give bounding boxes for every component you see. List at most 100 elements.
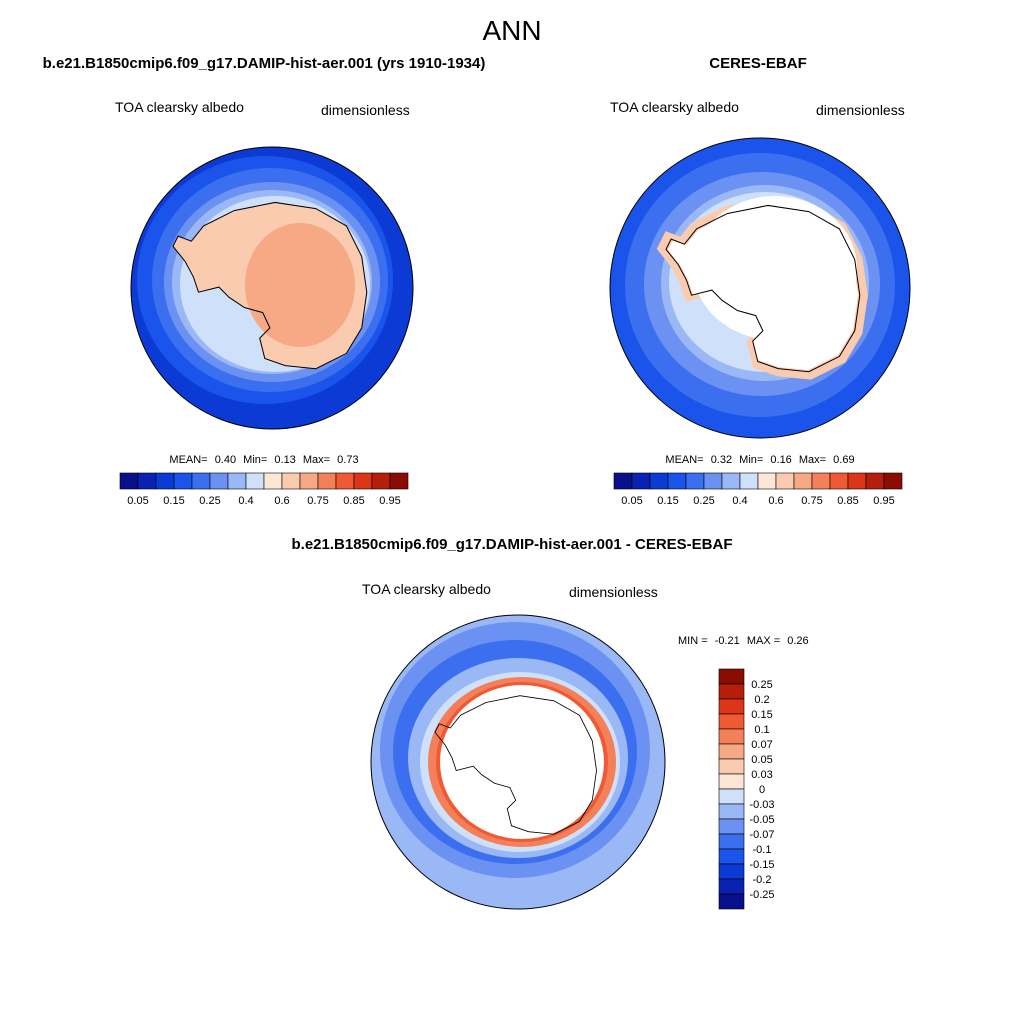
map-border <box>609 137 911 439</box>
stat-label: MEAN= <box>665 454 703 466</box>
units-label: dimensionless <box>816 102 905 118</box>
colorbar-box <box>718 743 745 760</box>
colorbar-box <box>335 472 355 490</box>
colorbar-label: 0.75 <box>801 495 822 507</box>
colorbar-box <box>155 472 175 490</box>
stat-label: Max= <box>303 454 330 466</box>
colorbar-label: 0.75 <box>307 495 328 507</box>
colorbars: 0.05 0.15 0.25 0.4 0.6 0.75 0.85 0.95 0.05 0.15 0.… <box>119 472 903 910</box>
colorbar-box <box>119 472 139 490</box>
colorbar-box <box>847 472 867 490</box>
colorbar-box <box>718 728 745 745</box>
map <box>610 138 910 438</box>
stat-value: 0.16 <box>770 454 791 466</box>
colorbar-box <box>613 472 633 490</box>
map-stats: MEAN= 0.32 Min= 0.16 Max= 0.69 <box>665 454 854 466</box>
colorbar-box <box>299 472 319 490</box>
colorbar-box <box>757 472 777 490</box>
panel-title: CERES-EBAF <box>709 55 807 72</box>
colorbar-box <box>718 698 745 715</box>
colorbar-box <box>649 472 669 490</box>
map <box>131 147 413 429</box>
colorbar-label: 0.85 <box>837 495 858 507</box>
colorbar-box <box>775 472 795 490</box>
stat-label: Max= <box>799 454 826 466</box>
colorbar-box <box>718 788 745 805</box>
colorbar-box <box>718 758 745 775</box>
units-label: dimensionless <box>321 102 410 118</box>
colorbar-label: 0.85 <box>343 495 364 507</box>
colorbar-box <box>865 472 885 490</box>
colorbar-box <box>227 472 247 490</box>
colorbar-box <box>793 472 813 490</box>
colorbar-label: 0.6 <box>768 495 783 507</box>
stat-value: 0.40 <box>215 454 236 466</box>
stat-value: 0.32 <box>711 454 732 466</box>
colorbar-box <box>317 472 337 490</box>
colorbar-label: 0.05 <box>621 495 642 507</box>
colorbar-label: -0.05 <box>749 814 774 826</box>
colorbar-box <box>718 848 745 865</box>
units-label: dimensionless <box>569 584 658 600</box>
stat-label: Min= <box>243 454 267 466</box>
stat-label: MAX = <box>747 635 780 647</box>
colorbar-box <box>718 878 745 895</box>
colorbar-box <box>173 472 193 490</box>
colorbar-label: 0.25 <box>751 679 772 691</box>
colorbar-box <box>137 472 157 490</box>
variable-label: TOA clearsky albedo <box>362 581 491 597</box>
panel-title: b.e21.B1850cmip6.f09_g17.DAMIP-hist-aer.… <box>43 55 486 72</box>
colorbar-label: 0.15 <box>657 495 678 507</box>
variable-label: TOA clearsky albedo <box>610 99 739 115</box>
colorbar-box <box>739 472 759 490</box>
colorbar-label: 0.05 <box>127 495 148 507</box>
colorbar-label: -0.03 <box>749 799 774 811</box>
stat-value: -0.21 <box>715 635 740 647</box>
colorbar-box <box>718 833 745 850</box>
colorbar-label: -0.1 <box>753 844 772 856</box>
colorbar-box <box>718 713 745 730</box>
colorbar-box <box>811 472 831 490</box>
colorbar-box <box>191 472 211 490</box>
colorbar-box <box>718 683 745 700</box>
colorbar-label: -0.15 <box>749 859 774 871</box>
map-stats: MEAN= 0.40 Min= 0.13 Max= 0.73 <box>169 454 358 466</box>
figure-title: ANN <box>482 15 541 46</box>
map-stats: MIN = -0.21 MAX = 0.26 <box>678 635 809 647</box>
variable-label: TOA clearsky albedo <box>115 99 244 115</box>
colorbar-label: 0.25 <box>199 495 220 507</box>
colorbar-box <box>371 472 391 490</box>
colorbar-box <box>209 472 229 490</box>
colorbar-box <box>718 668 745 685</box>
stat-label: Min= <box>739 454 763 466</box>
stat-value: 0.13 <box>274 454 295 466</box>
stat-label: MIN = <box>678 635 708 647</box>
colorbar-label: -0.07 <box>749 829 774 841</box>
colorbar-box <box>281 472 301 490</box>
colorbar-box <box>718 773 745 790</box>
colorbar-label: 0.25 <box>693 495 714 507</box>
panel-title: b.e21.B1850cmip6.f09_g17.DAMIP-hist-aer.… <box>292 536 733 553</box>
colorbar-box <box>353 472 373 490</box>
colorbar-box <box>631 472 651 490</box>
colorbar-label: 0.2 <box>754 694 769 706</box>
stat-value: 0.69 <box>833 454 854 466</box>
colorbar-label: 0.95 <box>873 495 894 507</box>
colorbar-label: 0.05 <box>751 754 772 766</box>
colorbar-box <box>263 472 283 490</box>
colorbar-label: 0.1 <box>754 724 769 736</box>
colorbar-label: 0.4 <box>732 495 747 507</box>
colorbar-box <box>718 893 745 910</box>
colorbar-label: -0.25 <box>749 889 774 901</box>
map <box>371 615 665 909</box>
colorbar-label: 0.95 <box>379 495 400 507</box>
colorbar-label: 0.15 <box>163 495 184 507</box>
map-border <box>370 614 666 910</box>
colorbar-label: 0.6 <box>274 495 289 507</box>
colorbar-box <box>721 472 741 490</box>
colorbar-box <box>718 818 745 835</box>
colorbar-label: 0 <box>759 784 765 796</box>
colorbar-label: 0.07 <box>751 739 772 751</box>
stat-label: MEAN= <box>169 454 207 466</box>
